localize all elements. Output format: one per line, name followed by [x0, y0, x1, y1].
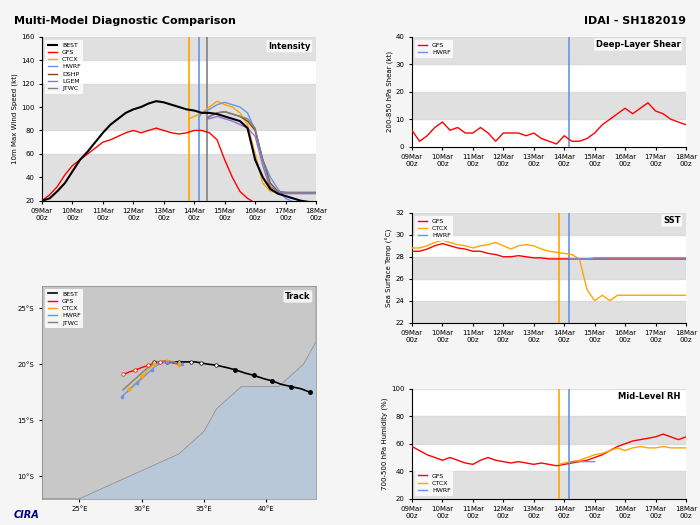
Bar: [42, 83, 316, 130]
Text: Deep-Layer Shear: Deep-Layer Shear: [596, 40, 680, 49]
Text: Multi-Model Diagnostic Comparison: Multi-Model Diagnostic Comparison: [14, 16, 236, 26]
Legend: BEST, GFS, CTCX, HWRF, DSHP, LGEM, JTWC: BEST, GFS, CTCX, HWRF, DSHP, LGEM, JTWC: [45, 40, 83, 94]
Bar: [412, 92, 686, 119]
Bar: [412, 213, 686, 235]
Y-axis label: 700-500 hPa Humidity (%): 700-500 hPa Humidity (%): [382, 397, 388, 490]
Bar: [412, 257, 686, 279]
Text: Intensity: Intensity: [268, 41, 311, 51]
Bar: [412, 471, 686, 499]
Y-axis label: 200-850 hPa Shear (kt): 200-850 hPa Shear (kt): [386, 51, 393, 132]
Bar: [412, 301, 686, 323]
Y-axis label: Sea Surface Temp (°C): Sea Surface Temp (°C): [385, 228, 393, 307]
Bar: [42, 154, 316, 201]
Legend: GFS, CTCX, HWRF: GFS, CTCX, HWRF: [415, 216, 453, 241]
Legend: GFS, CTCX, HWRF: GFS, CTCX, HWRF: [415, 471, 453, 496]
Bar: [42, 37, 316, 60]
Legend: BEST, GFS, CTCX, HWRF, JTWC: BEST, GFS, CTCX, HWRF, JTWC: [45, 289, 83, 328]
Legend: GFS, HWRF: GFS, HWRF: [415, 40, 453, 58]
Text: Mid-Level RH: Mid-Level RH: [618, 392, 680, 401]
Text: SST: SST: [663, 216, 680, 225]
Bar: [412, 37, 686, 64]
Y-axis label: 10m Max Wind Speed (kt): 10m Max Wind Speed (kt): [12, 74, 18, 164]
Text: IDAI - SH182019: IDAI - SH182019: [584, 16, 686, 26]
Polygon shape: [42, 286, 316, 499]
Text: CIRA: CIRA: [14, 510, 40, 520]
Text: Track: Track: [285, 292, 311, 301]
Bar: [412, 416, 686, 444]
